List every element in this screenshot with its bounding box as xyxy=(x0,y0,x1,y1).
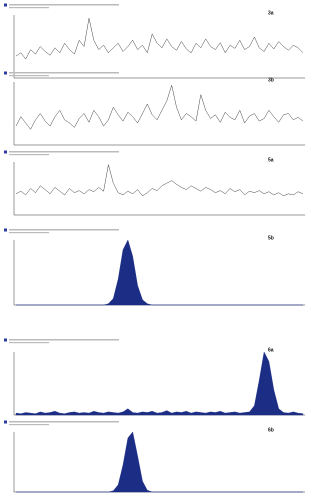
header-text xyxy=(9,232,49,234)
header-text xyxy=(9,7,49,9)
panel-label: 5a xyxy=(268,157,274,163)
header-text xyxy=(9,72,119,74)
header-text xyxy=(9,424,49,426)
header-icon xyxy=(4,71,7,75)
header-text xyxy=(9,75,49,77)
header-text xyxy=(9,342,49,344)
panel-label: 5b xyxy=(268,235,274,241)
header-icon xyxy=(4,338,7,342)
area xyxy=(16,239,303,306)
header-icon xyxy=(4,3,7,7)
panel-label: 3b xyxy=(268,77,274,83)
header-text xyxy=(9,151,119,153)
header-icon xyxy=(4,228,7,232)
area xyxy=(16,431,303,493)
header-text xyxy=(9,339,119,341)
header-icon xyxy=(4,420,7,424)
panel-label: 6a xyxy=(268,347,274,353)
header-text xyxy=(9,421,119,423)
panel-label: 3a xyxy=(268,10,274,16)
panel-label: 6b xyxy=(268,427,274,433)
header-text xyxy=(9,4,119,6)
header-icon xyxy=(4,150,7,154)
area xyxy=(15,351,304,416)
figure: 3a 3b 5a 5b 6a 6b xyxy=(4,3,305,493)
trace xyxy=(15,18,304,60)
trace xyxy=(15,164,304,197)
header-text xyxy=(9,154,49,156)
trace xyxy=(15,84,304,130)
header-text xyxy=(9,229,119,231)
